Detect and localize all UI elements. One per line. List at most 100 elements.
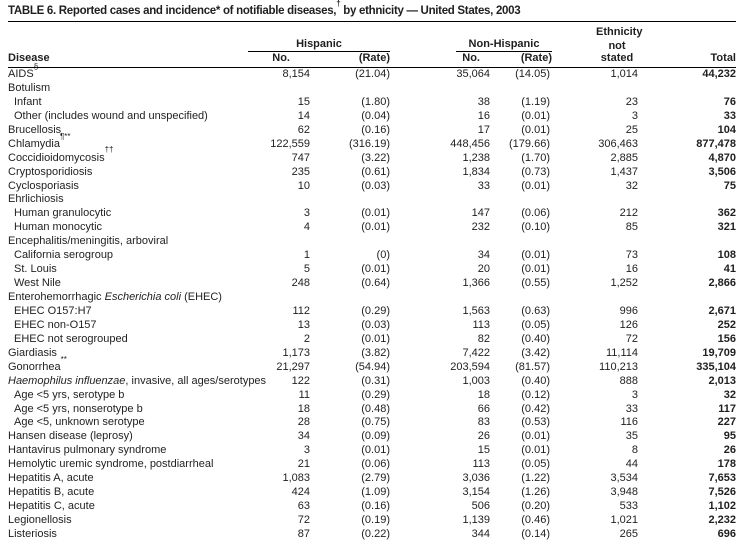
nonhispanic-rate-cell: (0.42) bbox=[521, 402, 550, 415]
total-cell: 44,232 bbox=[702, 68, 736, 80]
hispanic-no-cell: 21 bbox=[297, 458, 310, 471]
hispanic-rate-cell: (0.75) bbox=[361, 416, 390, 429]
ethnicity-not-stated-cell: 996 bbox=[619, 304, 638, 317]
table-row: Gonorrhea** 21,297 (54.94) 203,594 (81.57) 11… bbox=[8, 355, 736, 375]
header-spacer bbox=[262, 22, 392, 38]
nonhispanic-rate-cell: (0.01) bbox=[521, 263, 550, 276]
nonhispanic-no-cell: 1,238 bbox=[462, 151, 490, 164]
ethnicity-not-stated-cell: 116 bbox=[620, 416, 638, 429]
hispanic-no-cell: 34 bbox=[297, 430, 310, 443]
hispanic-no-cell: 3 bbox=[303, 444, 310, 457]
total-cell: 4,870 bbox=[708, 151, 736, 164]
total-cell: 178 bbox=[717, 458, 736, 471]
col-header-hispanic-no: No. bbox=[262, 52, 310, 68]
table-row: Coccidioidomycosis†† 747 (3.22) 1,238 (1.70)… bbox=[8, 146, 736, 166]
nonhispanic-no-cell: 232 bbox=[471, 221, 490, 234]
hispanic-rate-cell: (54.94) bbox=[355, 360, 390, 373]
disease-cell: Listeriosis bbox=[8, 527, 57, 540]
nonhispanic-rate-cell: (0.01) bbox=[521, 179, 550, 192]
nonhispanic-no-cell: 1,563 bbox=[462, 304, 490, 317]
table-row: EHEC non-O157 13 (0.03) 113 (0.05) 126 252 bbox=[8, 319, 736, 333]
nonhispanic-no-cell: 1,834 bbox=[462, 165, 490, 178]
nonhispanic-no-cell: 16 bbox=[477, 109, 490, 122]
nonhispanic-rate-cell: (1.26) bbox=[521, 486, 550, 499]
disease-cell: Hantavirus pulmonary syndrome bbox=[8, 444, 167, 457]
ethnicity-not-stated-cell: 265 bbox=[619, 527, 638, 540]
hispanic-rate-cell: (1.80) bbox=[361, 95, 390, 108]
header-spacer bbox=[638, 22, 736, 38]
disease-cell: Hepatitis A, acute bbox=[8, 472, 94, 485]
hispanic-no-cell: 1,083 bbox=[282, 472, 310, 485]
disease-cell: Other (includes wound and unspecified) bbox=[14, 109, 208, 122]
table-row: Listeriosis 87 (0.22) 344 (0.14) 265 696 bbox=[8, 528, 736, 542]
ethnicity-not-stated-cell: 212 bbox=[619, 207, 638, 220]
table-row: Other (includes wound and unspecified) 14… bbox=[8, 110, 736, 124]
hispanic-rate-cell: (0.31) bbox=[361, 374, 390, 387]
disease-cell: Hansen disease (leprosy) bbox=[8, 430, 133, 443]
table-row: Hepatitis B, acute 424 (1.09) 3,154 (1.26) 3,… bbox=[8, 486, 736, 500]
nonhispanic-no-cell: 1,366 bbox=[462, 277, 490, 290]
hispanic-rate-cell: (0.61) bbox=[361, 165, 390, 178]
nonhispanic-no-cell bbox=[392, 193, 490, 207]
hispanic-rate-cell: (0.06) bbox=[361, 458, 390, 471]
hispanic-rate-cell: (0.01) bbox=[361, 444, 390, 457]
ethnicity-not-stated-cell: 306,463 bbox=[598, 137, 638, 150]
table-row: Cryptosporidiosis 235 (0.61) 1,834 (0.73) 1,4… bbox=[8, 166, 736, 180]
total-cell: 76 bbox=[723, 95, 736, 108]
nonhispanic-rate-cell bbox=[490, 235, 552, 249]
ethnicity-not-stated-cell: 72 bbox=[625, 332, 638, 345]
col-header-disease: Disease bbox=[8, 52, 262, 68]
col-header-nonhispanic-no: No. bbox=[392, 52, 490, 68]
col-group-non-hispanic: Non-Hispanic bbox=[392, 38, 552, 52]
hispanic-rate-cell: (0.16) bbox=[361, 500, 390, 513]
nonhispanic-rate-cell: (0.06) bbox=[521, 207, 550, 220]
total-cell: 33 bbox=[723, 109, 736, 122]
nonhispanic-rate-cell: (0.01) bbox=[521, 430, 550, 443]
hispanic-no-cell: 15 bbox=[297, 95, 310, 108]
hispanic-rate-cell: (0) bbox=[376, 249, 390, 262]
nonhispanic-rate-cell: (0.05) bbox=[521, 458, 550, 471]
total-cell: 19,709 bbox=[702, 346, 736, 359]
ethnicity-not-stated-cell: 32 bbox=[625, 179, 638, 192]
table-row: Giardiasis 1,173 (3.82) 7,422 (3.42) 11,114 19… bbox=[8, 347, 736, 361]
total-cell: 26 bbox=[723, 444, 736, 457]
nonhispanic-rate-cell: (0.63) bbox=[521, 304, 550, 317]
nonhispanic-no-cell: 15 bbox=[477, 444, 490, 457]
disease-cell: Giardiasis bbox=[8, 346, 57, 359]
ethnicity-not-stated-cell: 11,114 bbox=[605, 346, 638, 359]
nonhispanic-rate-cell: (81.57) bbox=[515, 360, 550, 373]
total-cell bbox=[638, 193, 736, 207]
nonhispanic-rate-cell: (0.40) bbox=[521, 374, 550, 387]
hispanic-rate-cell: (0.01) bbox=[361, 207, 390, 220]
disease-cell: EHEC not serogrouped bbox=[14, 332, 128, 345]
table-row: Legionellosis 72 (0.19) 1,139 (0.46) 1,021 2,2… bbox=[8, 514, 736, 528]
hispanic-no-cell: 21,297 bbox=[276, 360, 310, 373]
total-cell bbox=[638, 82, 736, 96]
nonhispanic-no-cell: 113 bbox=[472, 318, 490, 331]
ethnicity-not-stated-cell bbox=[552, 193, 638, 207]
disease-cell: Hepatitis C, acute bbox=[8, 500, 95, 513]
nonhispanic-no-cell: 344 bbox=[471, 527, 490, 540]
total-cell: 2,671 bbox=[708, 304, 736, 317]
ethnicity-not-stated-cell: 25 bbox=[625, 123, 638, 136]
nonhispanic-no-cell bbox=[392, 82, 490, 96]
total-cell: 95 bbox=[723, 430, 736, 443]
ethnicity-not-stated-cell bbox=[552, 235, 638, 249]
nonhispanic-no-cell: 83 bbox=[477, 416, 490, 429]
ethnicity-not-stated-cell: 126 bbox=[619, 318, 638, 331]
hispanic-rate-cell bbox=[310, 193, 392, 207]
total-cell: 104 bbox=[717, 123, 736, 136]
hispanic-no-cell: 424 bbox=[291, 486, 310, 499]
hispanic-rate-cell: (0.29) bbox=[361, 304, 390, 317]
hispanic-no-cell: 13 bbox=[297, 318, 310, 331]
disease-cell: AIDS§ bbox=[8, 61, 39, 80]
table-row: Brucellosis 62 (0.16) 17 (0.01) 25 104 bbox=[8, 124, 736, 138]
table-row: Human granulocytic 3 (0.01) 147 (0.06) 212 362 bbox=[8, 207, 736, 221]
nonhispanic-no-cell: 18 bbox=[477, 388, 490, 401]
nonhispanic-rate-cell bbox=[490, 291, 552, 305]
nonhispanic-no-cell: 17 bbox=[477, 123, 490, 136]
nonhispanic-rate-cell: (179.66) bbox=[509, 137, 550, 150]
nonhispanic-no-cell: 7,422 bbox=[462, 346, 490, 359]
hispanic-no-cell: 87 bbox=[297, 527, 310, 540]
